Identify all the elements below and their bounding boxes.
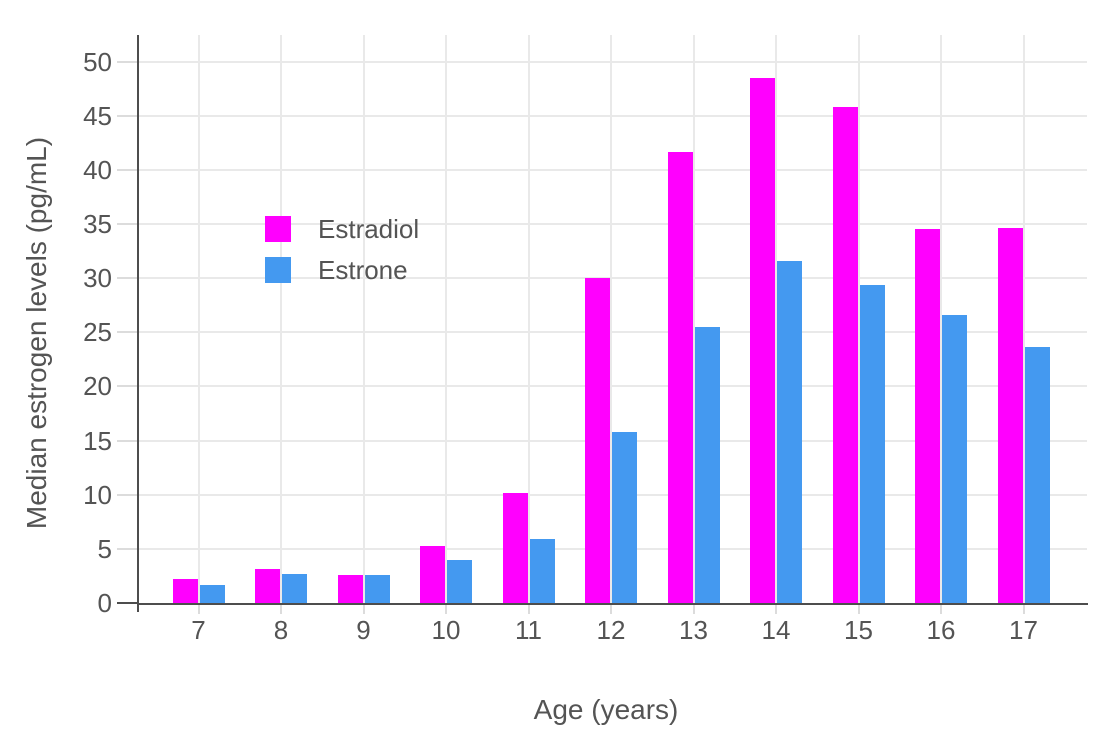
x-axis-title: Age (years): [533, 694, 679, 725]
bar-estrone-age-16[interactable]: [942, 314, 967, 603]
gridline-x-11: [527, 35, 530, 603]
y-tick-10: [117, 493, 137, 496]
bar-estrone-age-12[interactable]: [612, 431, 637, 603]
y-axis-line: [137, 35, 139, 612]
bar-estradiol-age-15[interactable]: [832, 107, 858, 603]
x-tick-label-16: 16: [926, 615, 956, 645]
y-tick-label-15: 15: [83, 425, 112, 456]
x-tick-17: [1022, 605, 1025, 614]
y-tick-35: [117, 222, 137, 225]
y-tick-label-35: 35: [83, 208, 112, 239]
bar-estrone-age-10[interactable]: [447, 559, 472, 603]
gridline-x-14: [775, 35, 777, 603]
bar-estrone-age-14[interactable]: [777, 260, 802, 603]
bar-estradiol-age-16[interactable]: [915, 229, 940, 603]
x-tick-16: [940, 605, 942, 614]
y-tick-label-40: 40: [83, 154, 112, 185]
legend-item-estrone[interactable]: Estrone: [265, 255, 419, 285]
x-tick-12: [610, 605, 612, 614]
x-tick-14: [775, 605, 777, 614]
gridline-y-25: [138, 331, 1087, 334]
bar-estrone-age-7[interactable]: [199, 584, 225, 603]
legend-item-estradiol[interactable]: Estradiol: [265, 214, 419, 244]
x-axis-line: [137, 603, 1088, 605]
x-tick-label-15: 15: [844, 615, 873, 645]
bar-estrone-age-9[interactable]: [364, 574, 390, 603]
bar-estradiol-age-17[interactable]: [997, 228, 1023, 603]
bar-estrone-age-17[interactable]: [1024, 347, 1050, 603]
y-tick-label-0: 0: [97, 588, 112, 618]
gridline-y-20: [138, 385, 1087, 388]
x-tick-label-11: 11: [515, 615, 542, 645]
bar-estradiol-age-8[interactable]: [255, 569, 280, 603]
bar-estradiol-age-14[interactable]: [750, 77, 775, 603]
gridline-x-10: [445, 35, 447, 603]
y-tick-label-50: 50: [83, 46, 112, 77]
legend-label-estrone: Estrone: [318, 255, 408, 285]
x-tick-15: [857, 605, 860, 614]
y-tick-30: [117, 277, 137, 280]
y-tick-5: [117, 547, 137, 550]
x-tick-label-10: 10: [431, 615, 461, 645]
gridline-y-35: [138, 222, 1087, 225]
bar-estradiol-age-7[interactable]: [172, 579, 198, 603]
gridline-x-13: [692, 35, 695, 603]
x-tick-label-8: 8: [273, 615, 289, 645]
y-tick-label-25: 25: [83, 317, 112, 348]
gridline-y-50: [138, 60, 1087, 63]
bar-estrone-age-8[interactable]: [282, 573, 307, 603]
gridline-x-9: [362, 35, 365, 603]
x-tick-11: [527, 605, 530, 614]
gridline-x-15: [857, 35, 860, 603]
y-tick-0: [117, 602, 137, 604]
y-tick-15: [117, 439, 137, 442]
x-tick-label-9: 9: [356, 615, 371, 645]
legend: Estradiol Estrone: [265, 214, 419, 285]
y-tick-label-30: 30: [83, 263, 112, 294]
y-tick-label-10: 10: [83, 479, 112, 510]
y-tick-label-45: 45: [83, 100, 112, 131]
y-tick-25: [117, 331, 137, 334]
x-tick-10: [445, 605, 447, 614]
y-tick-40: [117, 168, 137, 171]
bar-estrone-age-13[interactable]: [694, 326, 720, 603]
y-tick-50: [117, 60, 137, 63]
gridline-x-17: [1022, 35, 1025, 603]
bar-estradiol-age-13[interactable]: [667, 152, 693, 603]
x-tick-7: [197, 605, 200, 614]
x-tick-label-13: 13: [679, 615, 708, 645]
gridline-x-16: [940, 35, 942, 603]
estrone-swatch-icon: [265, 257, 291, 283]
bar-estradiol-age-10[interactable]: [420, 545, 445, 603]
gridline-y-30: [138, 277, 1087, 280]
y-tick-20: [117, 385, 137, 388]
gridline-y-45: [138, 114, 1087, 117]
gridline-x-7: [197, 35, 200, 603]
x-tick-label-12: 12: [596, 615, 626, 645]
gridline-x-8: [280, 35, 282, 603]
x-tick-13: [692, 605, 695, 614]
x-tick-label-14: 14: [761, 615, 791, 645]
x-tick-9: [362, 605, 365, 614]
x-tick-label-7: 7: [191, 615, 206, 645]
y-tick-label-5: 5: [97, 533, 112, 564]
gridline-x-12: [610, 35, 612, 603]
bar-estradiol-age-9[interactable]: [337, 574, 363, 603]
y-tick-label-20: 20: [83, 371, 112, 402]
gridline-y-40: [138, 168, 1087, 171]
bar-estradiol-age-11[interactable]: [502, 492, 528, 603]
estradiol-swatch-icon: [265, 216, 291, 242]
x-tick-8: [280, 605, 282, 614]
bar-estradiol-age-12[interactable]: [585, 278, 610, 603]
x-tick-label-17: 17: [1009, 615, 1038, 645]
y-tick-45: [117, 114, 137, 117]
bar-estrone-age-15[interactable]: [859, 284, 885, 603]
legend-label-estradiol: Estradiol: [318, 214, 420, 244]
bar-estrone-age-11[interactable]: [529, 539, 555, 603]
